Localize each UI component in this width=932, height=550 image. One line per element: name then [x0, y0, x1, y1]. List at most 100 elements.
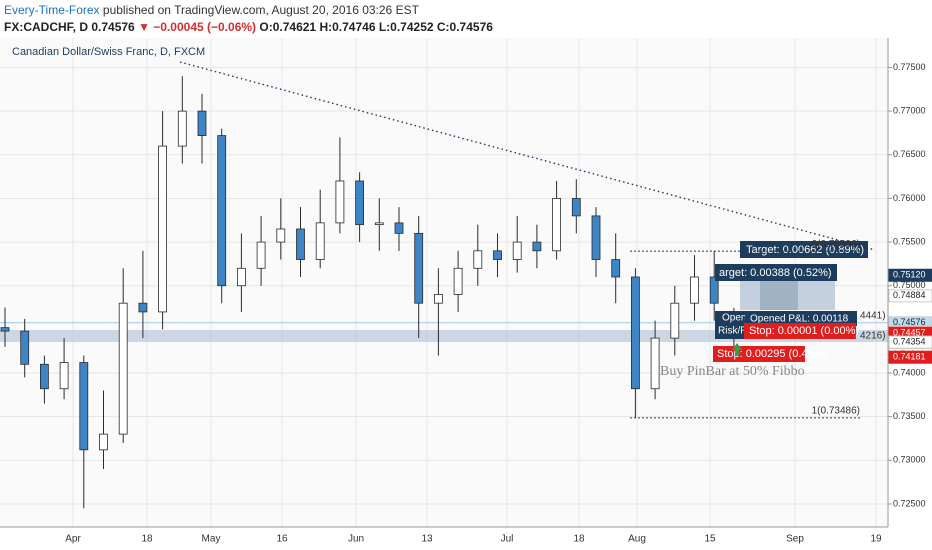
candle-body [355, 180, 365, 226]
ohlc-open: O:0.74621 [259, 20, 317, 34]
candle-body [453, 267, 463, 295]
x-tick-label: Sep [786, 534, 804, 545]
author[interactable]: Every-Time-Forex [4, 3, 100, 17]
published: published on TradingView.com, August 20,… [102, 3, 419, 17]
candle-body [394, 222, 404, 234]
y-tick-label: 0.77000 [893, 106, 926, 116]
x-tick-label: Jul [501, 534, 514, 545]
candle-body [690, 276, 699, 304]
x-tick-label: 19 [870, 534, 882, 545]
symbol: FX:CADCHF, D [4, 20, 88, 34]
risk-tag: Risk/R [718, 326, 747, 337]
chart-title: Canadian Dollar/Swiss Franc, D, FXCM [12, 46, 205, 58]
y-tick-label: 0.73000 [893, 455, 926, 465]
candle-body [197, 110, 207, 136]
x-tick-label: 18 [573, 534, 585, 545]
stop1-box [744, 323, 856, 339]
note: Buy PinBar at 50% Fibbo [660, 364, 805, 379]
chart: Canadian Dollar/Swiss Franc, D, FXCM Buy… [0, 38, 932, 545]
ohlc-high: H:0.74746 [319, 20, 376, 34]
ohlc-low: L:0.74252 [378, 20, 434, 34]
trend-line [179, 61, 876, 251]
pnl: Opened P&L: 0.00118 [750, 314, 849, 325]
y-tick-label: 0.72500 [893, 498, 926, 508]
candle-body [631, 276, 640, 390]
candle-body [217, 135, 227, 287]
stop2: Stop: 0.00295 (0.40%) [717, 348, 827, 360]
publish-line: Every-Time-Forex published on TradingVie… [4, 3, 419, 17]
candle-body [158, 145, 168, 313]
target1-box [740, 241, 868, 258]
price-label-box [888, 350, 932, 364]
y-tick-label: 0.74000 [893, 367, 926, 377]
candle-body [650, 337, 660, 390]
candle-body [59, 362, 69, 390]
x-tick-label: 15 [704, 534, 716, 545]
candle-body [177, 110, 187, 147]
candle-body [0, 327, 10, 332]
x-tick-label: 13 [421, 534, 433, 545]
price-label: 0.74354 [893, 336, 926, 346]
side1: 4441) [860, 311, 886, 322]
support-zone [0, 330, 888, 342]
x-tick-label: Apr [65, 534, 81, 545]
candle-body [236, 267, 246, 287]
candle-body [670, 302, 680, 339]
y-tick-label: 0.75000 [893, 280, 926, 290]
change: ▼ −0.00045 (−0.06%) [138, 20, 257, 34]
price-label-box [888, 289, 932, 303]
candle-body [611, 259, 621, 278]
target-zone-inner [760, 278, 798, 310]
candle-body [296, 228, 305, 260]
candle-body [571, 198, 581, 217]
price-label-box [888, 268, 932, 282]
symbol-line: FX:CADCHF, D 0.74576 ▼ −0.00045 (−0.06%)… [4, 20, 493, 34]
x-tick-label: Jun [348, 534, 364, 545]
y-tick-label: 0.77500 [893, 62, 926, 72]
price-label: 0.74576 [893, 317, 926, 327]
pnl-box [745, 311, 857, 326]
candle-body [473, 250, 483, 269]
x-tick-label: Aug [628, 534, 646, 545]
candle-body [79, 362, 89, 451]
candle-body [138, 302, 148, 313]
y-tick-label: 0.76500 [893, 149, 926, 159]
candle-body [532, 241, 542, 252]
candle-body [276, 228, 286, 243]
fib-label: 1(0.73486) [812, 406, 860, 417]
price-label: 0.75120 [893, 270, 926, 280]
candle-body [118, 302, 128, 435]
price-label: 0.74884 [893, 290, 926, 300]
y-tick-label: 0.75500 [893, 236, 926, 246]
candle-body [315, 222, 325, 260]
price-label: 0.74457 [893, 328, 926, 338]
ohlc-close: C:0.74576 [436, 20, 493, 34]
candle-body [552, 198, 561, 252]
candle-body [40, 363, 49, 390]
x-tick-label: 16 [276, 534, 288, 545]
target2: arget: 0.00388 (0.52%) [719, 267, 832, 279]
last: 0.74576 [91, 20, 135, 34]
candle-body [20, 330, 30, 365]
stop1: Stop: 0.00001 (0.00%) [749, 325, 859, 337]
candle-body [709, 276, 719, 304]
candle-body [512, 241, 522, 260]
y-tick-label: 0.73500 [893, 411, 926, 421]
candle-body [99, 433, 108, 451]
target1: Target: 0.00662 (0.89%) [746, 244, 864, 256]
candle-body [493, 250, 502, 260]
candle-body [335, 180, 345, 224]
candle-body [414, 232, 424, 304]
candle-body [374, 222, 384, 226]
y-tick-label: 0.76000 [893, 193, 926, 203]
candle-body [591, 215, 601, 260]
target2-box [715, 264, 837, 281]
x-tick-label: 18 [141, 534, 153, 545]
price-label: 0.74181 [893, 352, 926, 362]
buy-arrow [732, 343, 742, 356]
side2: 4216) [860, 331, 886, 342]
x-tick-label: May [202, 534, 221, 545]
open-tag: Open [722, 313, 746, 324]
candle-body [433, 294, 443, 304]
